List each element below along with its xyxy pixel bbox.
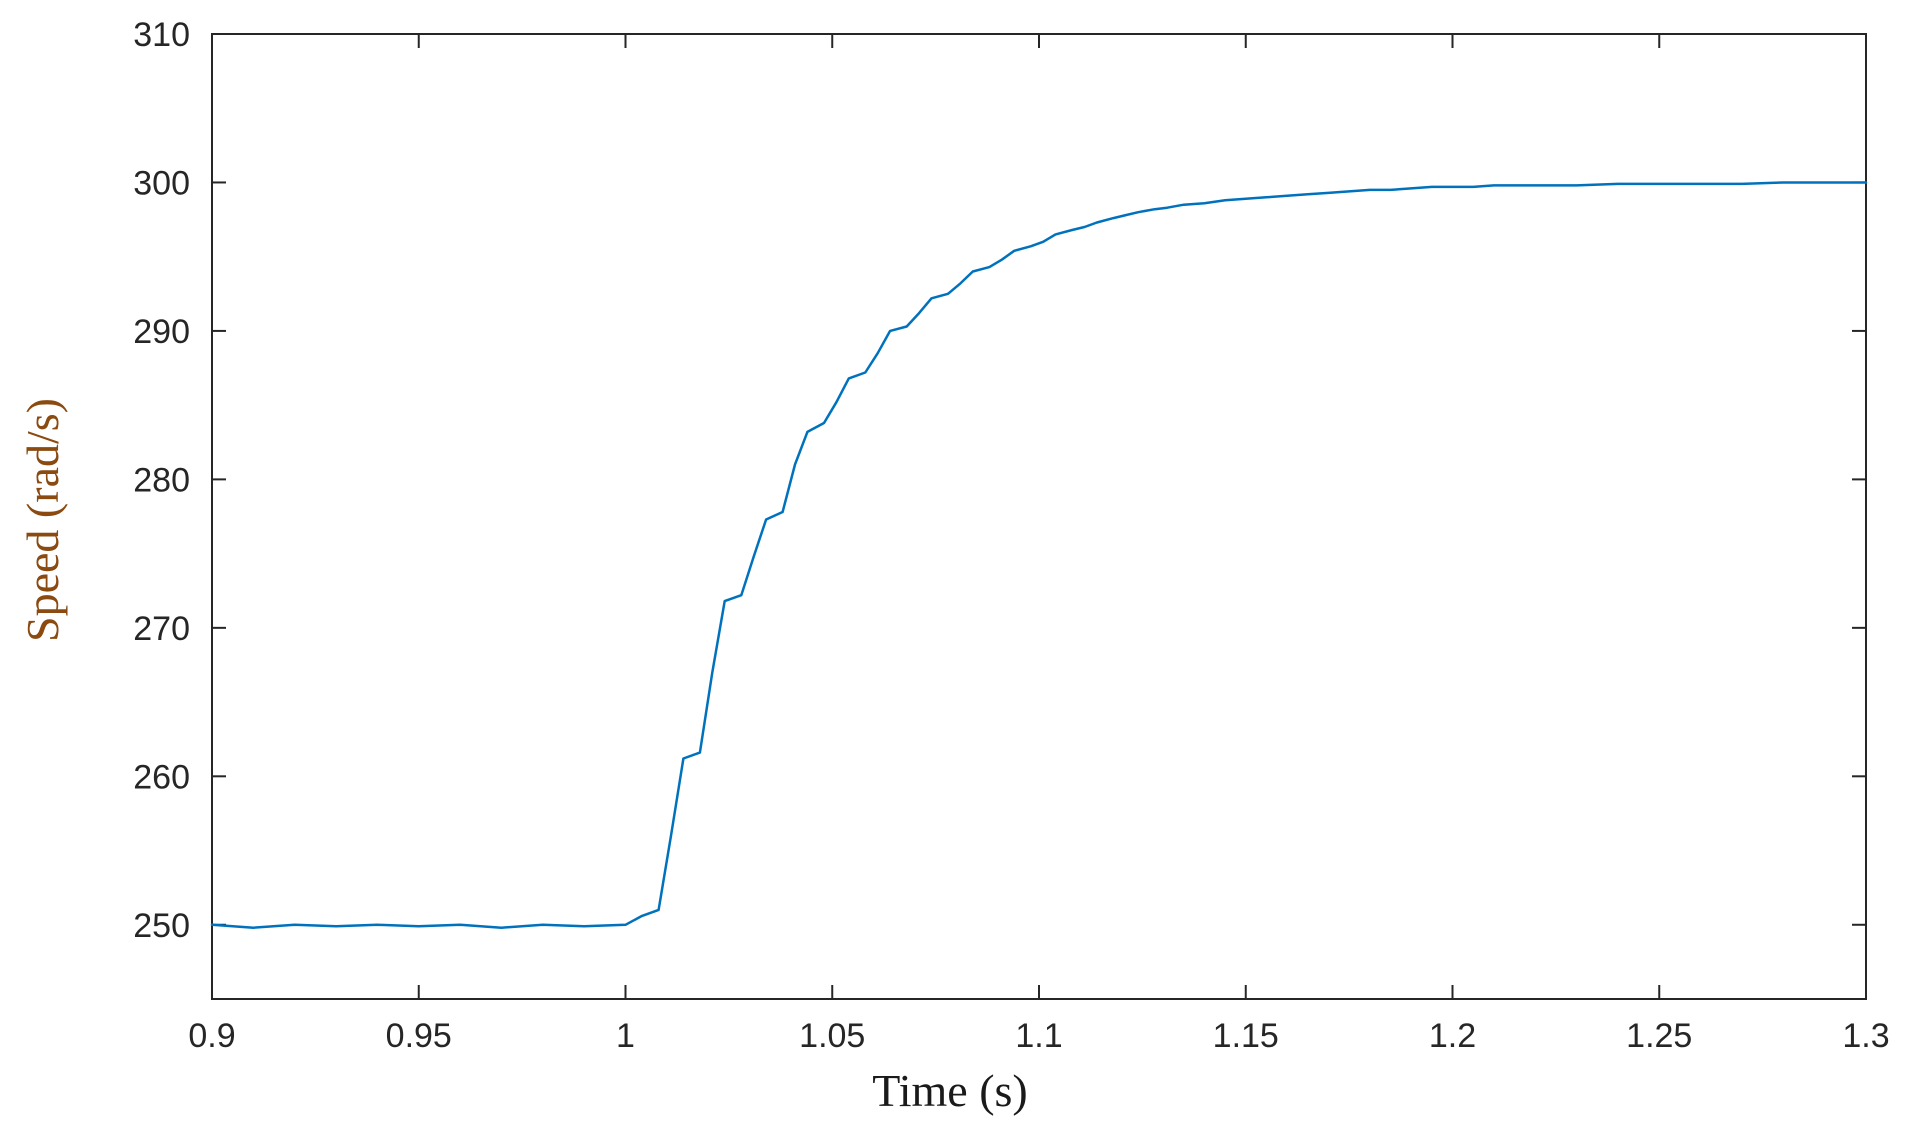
speed-series-line <box>210 181 1868 929</box>
y-tick-label: 310 <box>133 16 190 54</box>
plot-frame <box>211 33 1867 1000</box>
x-tick-label: 1 <box>616 1017 635 1055</box>
x-tick-label: 0.9 <box>188 1017 235 1055</box>
series-layer <box>210 181 1868 929</box>
x-tick-label: 0.95 <box>386 1017 452 1055</box>
x-axis: 0.9 0.95 1 1.05 1.1 1.15 1.2 1.25 1.3 <box>188 34 1890 1055</box>
y-axis-title: Speed (rad/s) <box>17 398 68 642</box>
y-tick-label: 270 <box>133 610 190 648</box>
y-tick-label: 300 <box>133 164 190 202</box>
x-tick-label: 1.05 <box>799 1017 865 1055</box>
plot-area <box>211 33 1867 1000</box>
y-tick-label: 260 <box>133 758 190 796</box>
x-tick-label: 1.15 <box>1213 1017 1279 1055</box>
x-tick-label: 1.1 <box>1015 1017 1062 1055</box>
x-axis-title: Time (s) <box>872 1065 1028 1116</box>
y-tick-label: 280 <box>133 461 190 499</box>
y-axis: 250 260 270 280 290 300 310 <box>133 16 1866 945</box>
y-tick-label: 290 <box>133 313 190 351</box>
x-tick-label: 1.3 <box>1842 1017 1889 1055</box>
x-tick-label: 1.25 <box>1626 1017 1692 1055</box>
y-tick-label: 250 <box>133 907 190 945</box>
x-tick-label: 1.2 <box>1429 1017 1476 1055</box>
